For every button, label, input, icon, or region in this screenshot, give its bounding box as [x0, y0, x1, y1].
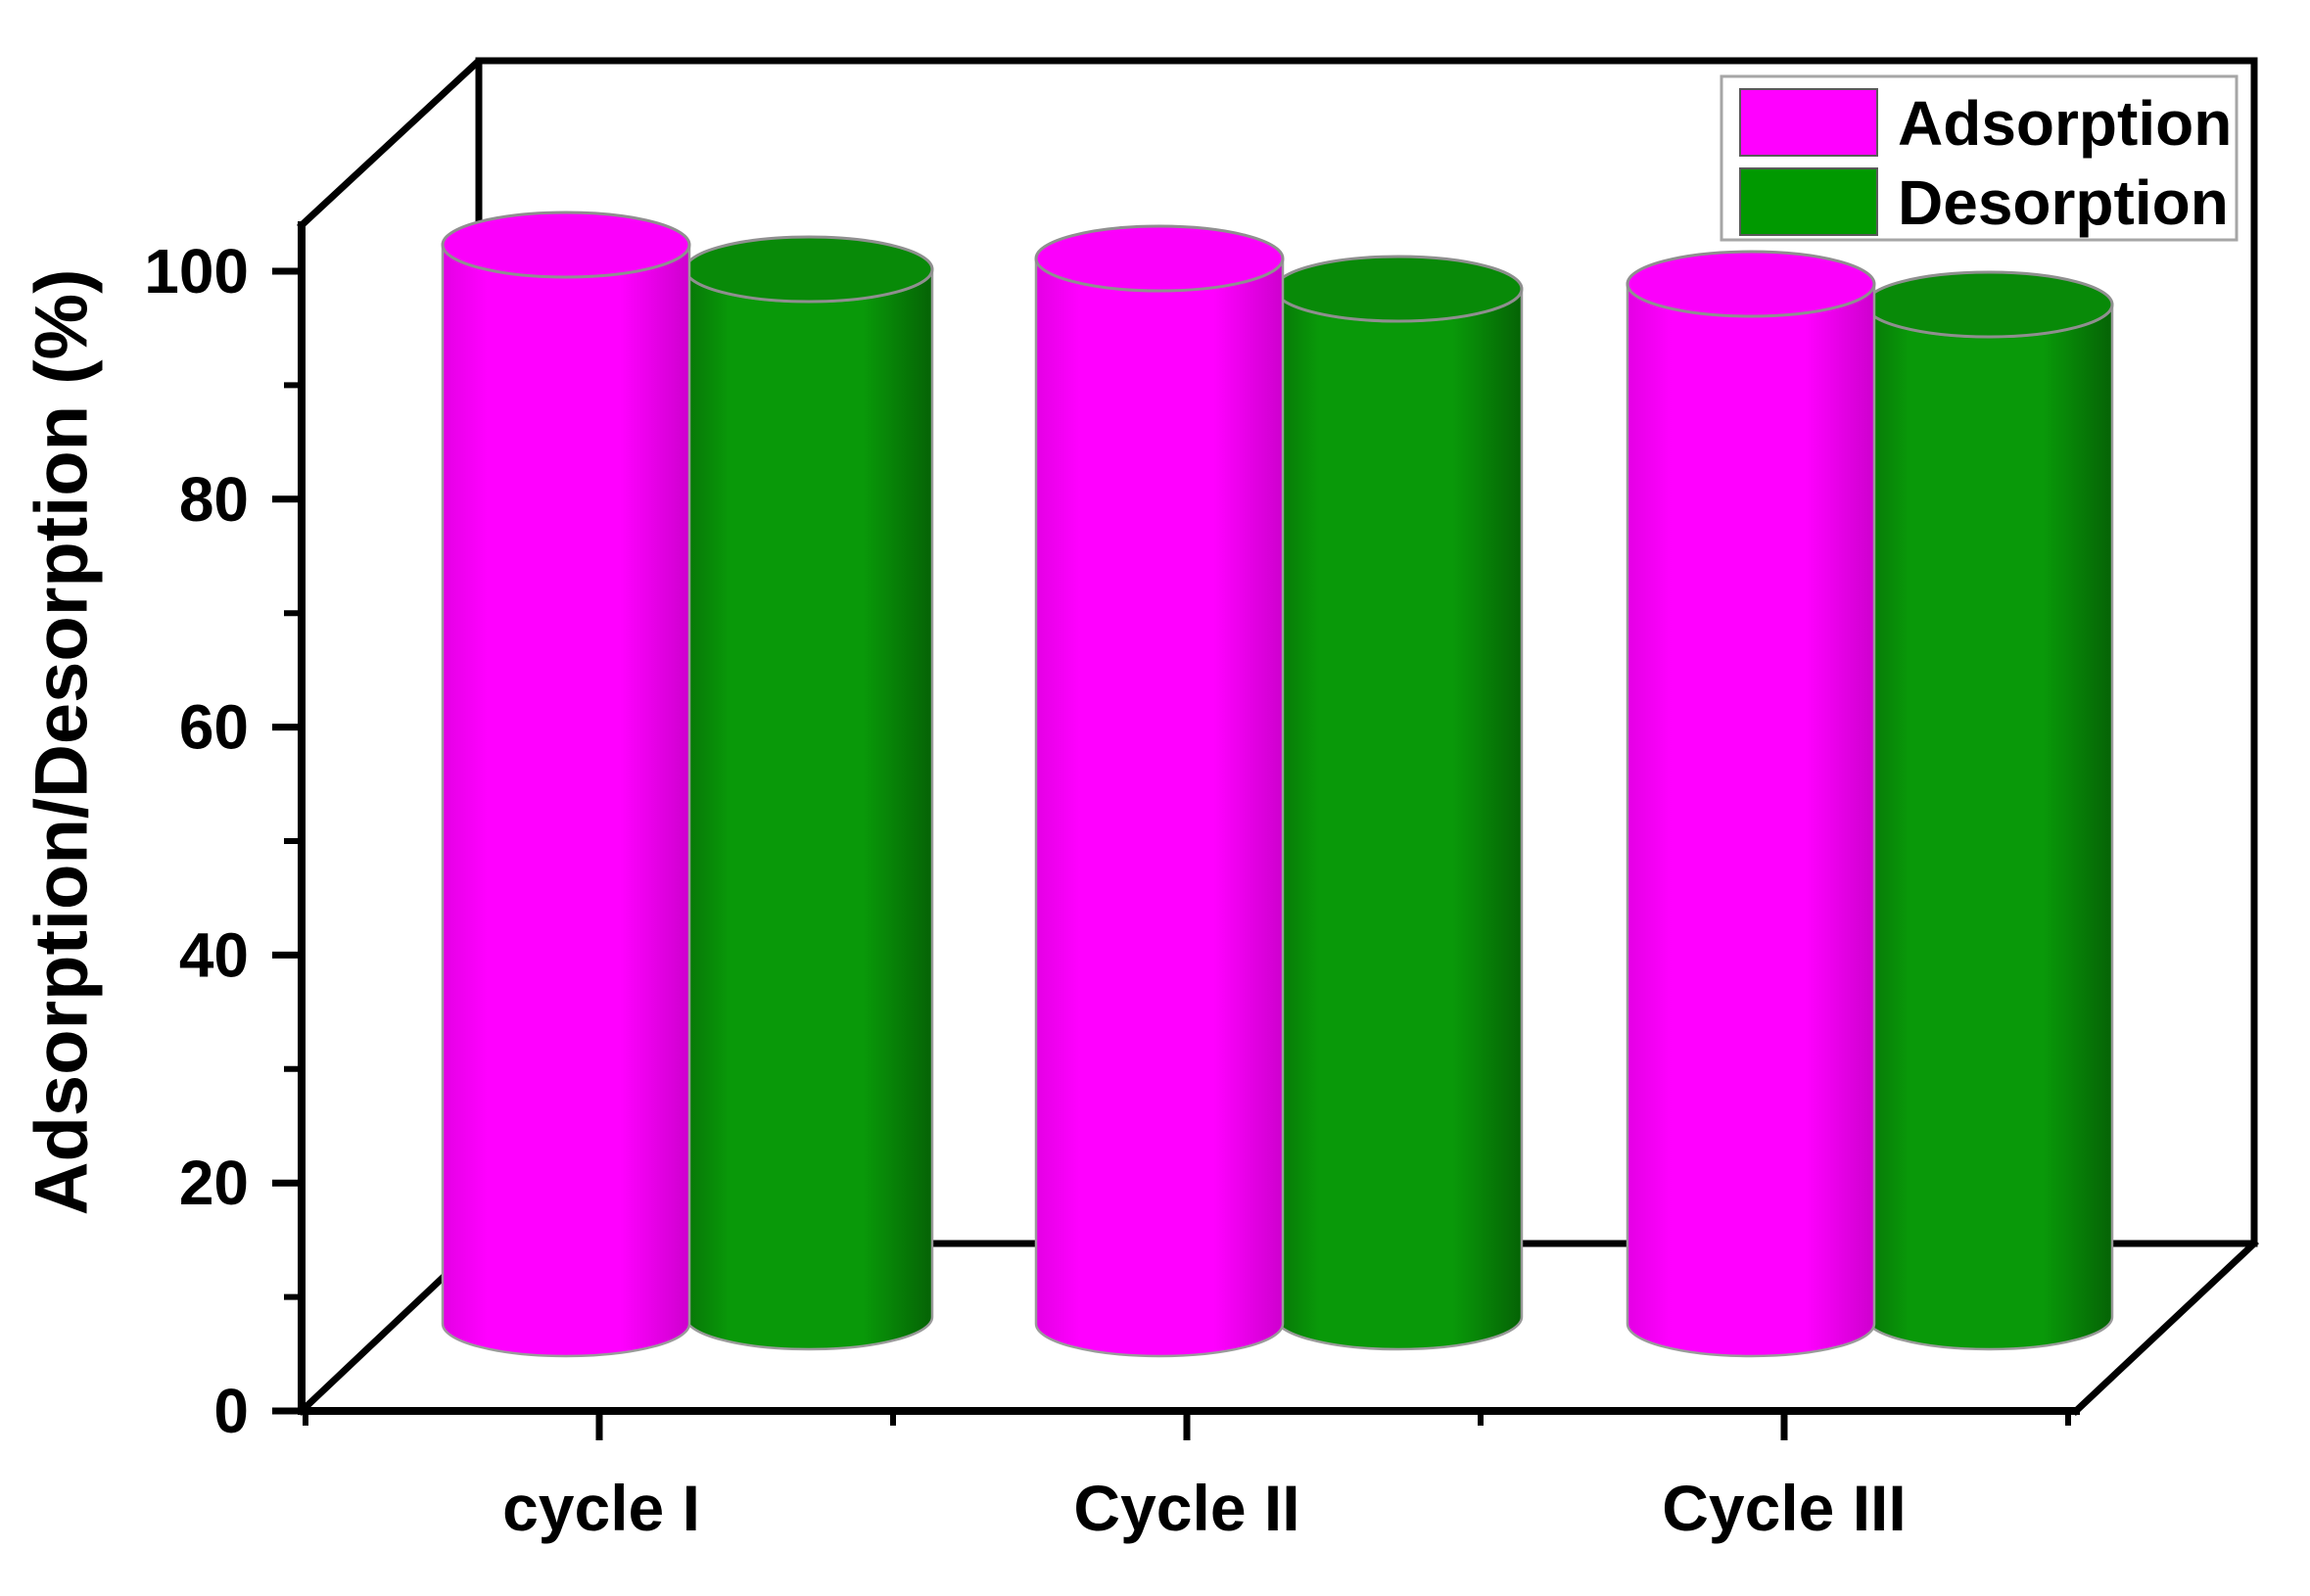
bar-desorption-cycle-2: [1273, 288, 1524, 1351]
bar-adsorption-cycle-1-top: [441, 211, 691, 279]
bar-group-cycle-3: [1626, 250, 2114, 1358]
y-tick-label-0: 0: [213, 1376, 249, 1446]
legend-swatch-adsorption: [1739, 88, 1878, 157]
bar-desorption-cycle-3: [1863, 304, 2114, 1351]
x-tick-label-cycle-1: cycle I: [502, 1472, 700, 1544]
legend-label-desorption: Desorption: [1898, 167, 2229, 238]
legend-swatch-desorption: [1739, 167, 1878, 236]
x-tick-label-cycle-2: Cycle II: [1073, 1472, 1299, 1544]
bar-adsorption-cycle-2-top: [1034, 224, 1285, 293]
bar-adsorption-cycle-1: [441, 244, 691, 1358]
y-axis-title: Adsorption/Desorption (%): [21, 269, 104, 1216]
x-tick-label-cycle-3: Cycle III: [1662, 1472, 1906, 1544]
bar-desorption-cycle-3-top: [1863, 270, 2114, 339]
y-axis-major-ticks: [272, 267, 302, 1415]
x-axis-minor-ticks: [303, 1411, 2071, 1426]
bar-adsorption-cycle-2: [1034, 258, 1285, 1358]
bar-group-cycle-2: [1034, 224, 1524, 1358]
y-tick-label-60: 60: [179, 692, 249, 763]
legend: Adsorption Desorption: [1720, 74, 2239, 242]
y-tick-label-80: 80: [179, 464, 249, 535]
bar-desorption-cycle-1-top: [684, 235, 934, 304]
bar-adsorption-cycle-3: [1626, 283, 1876, 1358]
bar-adsorption-cycle-3-top: [1626, 250, 1876, 318]
legend-label-adsorption: Adsorption: [1898, 88, 2232, 159]
y-tick-label-20: 20: [179, 1148, 249, 1218]
y-axis-minor-ticks: [284, 382, 302, 1300]
bar-desorption-cycle-2-top: [1273, 255, 1524, 323]
y-tick-label-100: 100: [144, 236, 249, 306]
y-tick-label-40: 40: [179, 919, 249, 990]
x-axis-major-ticks: [595, 1411, 1788, 1440]
bar-desorption-cycle-1: [684, 268, 934, 1351]
bar-group-cycle-1: [441, 211, 934, 1358]
